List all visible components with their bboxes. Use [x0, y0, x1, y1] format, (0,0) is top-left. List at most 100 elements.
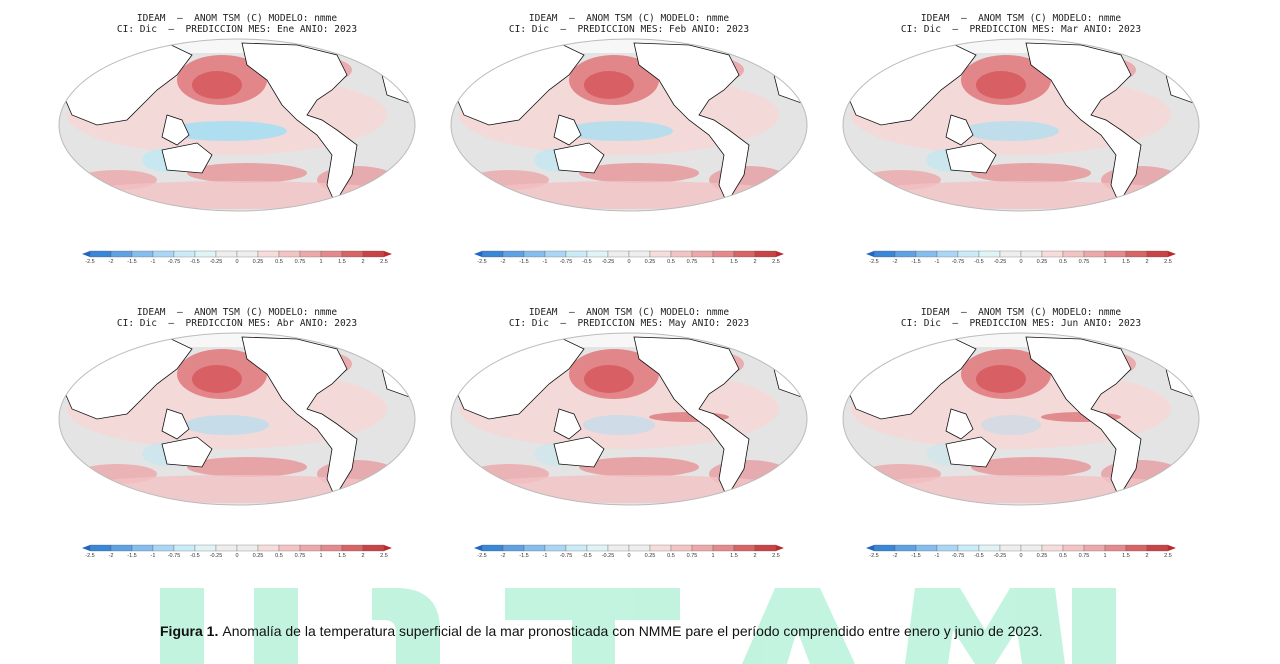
colorbar-segment: [215, 250, 238, 258]
colorbar-label: 0.5: [275, 553, 283, 559]
colorbar-arrow: [776, 545, 784, 551]
map-edge-band: [843, 39, 1199, 53]
colorbar-segment: [215, 544, 238, 552]
colorbar-label: 2.5: [1164, 259, 1172, 265]
colorbar-label: 2.5: [1164, 553, 1172, 559]
colorbar-segment: [607, 250, 630, 258]
colorbar-segment: [628, 250, 651, 258]
map: [59, 333, 415, 505]
colorbar-segment: [649, 544, 672, 552]
panel-title: IDEAM – ANOM TSM (C) MODELO: nmme: [529, 307, 729, 318]
colorbar-segment: [936, 250, 959, 258]
colorbar: -2.5 -2 -1.5 -1 -0.75 -0.5 -0.25 0 0.25 0.5 0.75 1 1…: [474, 544, 784, 559]
colorbar-label: 0.75: [687, 553, 698, 559]
anomaly-area: [67, 475, 407, 503]
colorbar-segment: [131, 544, 154, 552]
anomaly-area: [584, 71, 634, 99]
colorbar-label: -1.5: [911, 553, 920, 559]
colorbar-arrow: [82, 545, 90, 551]
colorbar-segment: [999, 544, 1022, 552]
colorbar-segment: [1062, 544, 1085, 552]
colorbar-label: 1.5: [1122, 259, 1130, 265]
continent: [553, 142, 605, 174]
colorbar-label: 1: [319, 259, 322, 265]
colorbar-label: 0.5: [1059, 553, 1067, 559]
colorbar-label: 0.75: [295, 553, 306, 559]
colorbar-segment: [670, 250, 693, 258]
colorbar-segment: [544, 250, 567, 258]
colorbar-segment: [1104, 544, 1127, 552]
map-edge-band: [59, 333, 415, 347]
colorbar-segment: [1020, 544, 1043, 552]
continent: [241, 42, 358, 204]
continent: [161, 142, 213, 174]
colorbar-label: -0.75: [560, 259, 573, 265]
colorbar-segment: [670, 544, 693, 552]
colorbar-label: 0: [627, 553, 630, 559]
colorbar-segment: [152, 544, 175, 552]
anomaly-area: [187, 163, 307, 183]
colorbar-segment: [194, 250, 217, 258]
colorbar-label: 2: [361, 553, 364, 559]
colorbar-arrow: [474, 545, 482, 551]
colorbar-label: -2: [109, 553, 114, 559]
colorbar-label: -0.75: [952, 553, 965, 559]
watermark-shape: [742, 588, 855, 664]
colorbar-segment: [194, 544, 217, 552]
colorbar-segment: [1083, 250, 1106, 258]
colorbar-segment: [173, 544, 196, 552]
anomaly-area: [67, 181, 407, 209]
map-edge-band: [451, 333, 807, 347]
colorbar-arrow: [384, 251, 392, 257]
panel-title: IDEAM – ANOM TSM (C) MODELO: nmme: [529, 13, 729, 24]
colorbar-segment: [544, 544, 567, 552]
colorbar-label: 1: [319, 553, 322, 559]
colorbar-segment: [894, 544, 917, 552]
colorbar-label: -2.5: [477, 553, 486, 559]
anomaly-area: [459, 475, 799, 503]
colorbar-segment: [1146, 250, 1169, 258]
continent: [945, 408, 974, 440]
panel-subtitle: CI: Dic – PREDICCION MES: Ene ANIO: 2023: [117, 24, 357, 35]
colorbar-label: 1.5: [730, 259, 738, 265]
colorbar-label: -0.5: [190, 259, 199, 265]
colorbar-label: 2: [1145, 553, 1148, 559]
colorbar-label: -2.5: [477, 259, 486, 265]
continent: [553, 114, 582, 146]
continent: [161, 114, 190, 146]
colorbar-arrow: [384, 545, 392, 551]
colorbar-segment: [131, 250, 154, 258]
colorbar-segment: [481, 250, 504, 258]
colorbar-segment: [341, 250, 364, 258]
panel-subtitle: CI: Dic – PREDICCION MES: Mar ANIO: 2023: [901, 24, 1141, 35]
colorbar-arrow: [776, 251, 784, 257]
anomaly-area: [579, 457, 699, 477]
colorbar-label: 2: [361, 259, 364, 265]
colorbar-label: -1: [543, 553, 548, 559]
map-outline: [450, 38, 808, 212]
colorbar-label: 1: [1103, 553, 1106, 559]
colorbar-arrow: [1168, 251, 1176, 257]
colorbar-label: 0.25: [253, 553, 264, 559]
colorbar-label: 1: [711, 259, 714, 265]
colorbar-label: -0.5: [582, 259, 591, 265]
map: [59, 39, 415, 211]
caption: Figura 1. Anomalía de la temperatura supe…: [160, 623, 1043, 639]
colorbar-label: -2: [501, 553, 506, 559]
colorbar-label: -2: [109, 259, 114, 265]
map: [843, 333, 1199, 505]
watermark-shape: [372, 588, 440, 664]
colorbar-segment: [586, 544, 609, 552]
map: [843, 39, 1199, 211]
colorbar-segment: [936, 544, 959, 552]
colorbar-label: -0.25: [210, 259, 223, 265]
colorbar-segment: [733, 544, 756, 552]
colorbar-label: -1.5: [127, 553, 136, 559]
continent: [1025, 42, 1142, 204]
colorbar-label: -0.25: [602, 259, 615, 265]
colorbar-label: 2.5: [772, 553, 780, 559]
anomaly-area: [851, 181, 1191, 209]
colorbar-segment: [691, 544, 714, 552]
colorbar: -2.5 -2 -1.5 -1 -0.75 -0.5 -0.25 0 0.25 0.5 0.75 1 1…: [866, 250, 1176, 265]
